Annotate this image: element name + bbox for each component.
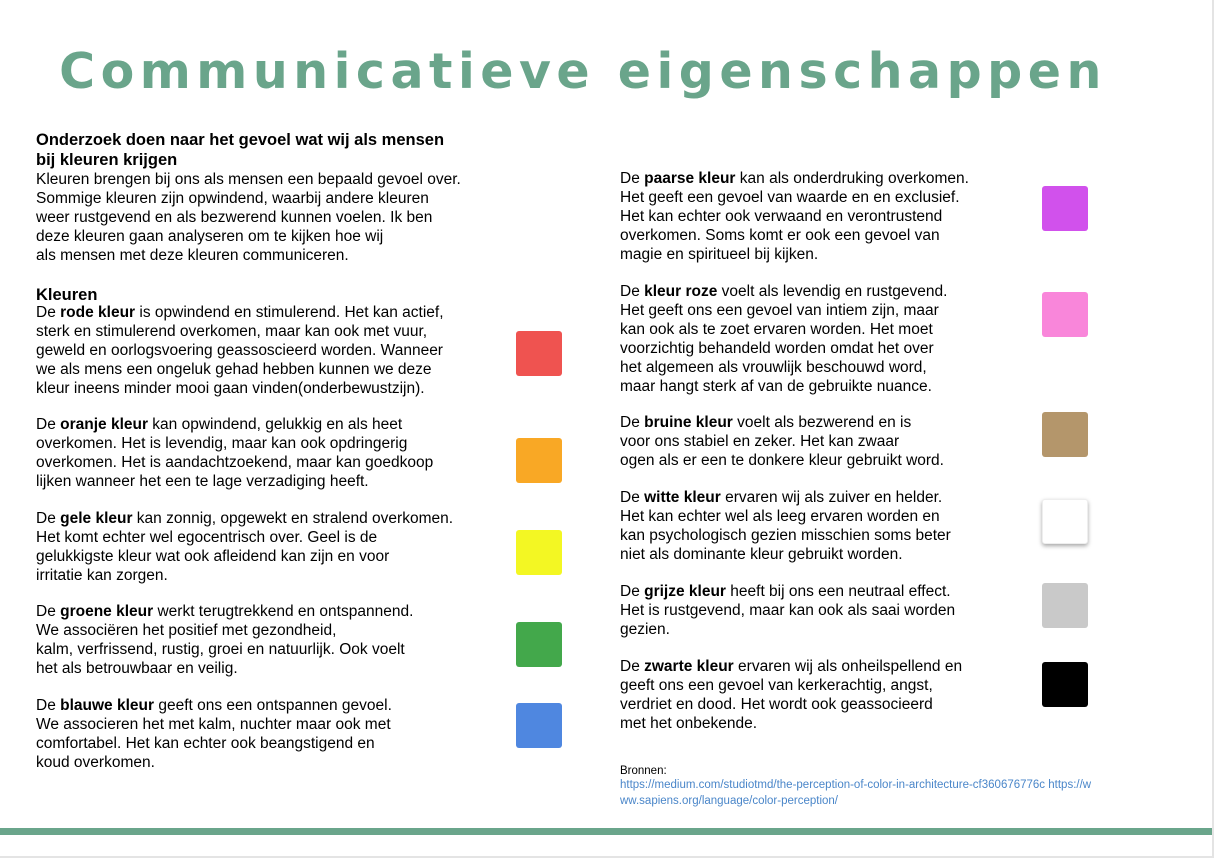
swatch-brown [1042, 412, 1088, 457]
swatch-red [516, 331, 562, 376]
color-desc: kan opwindend, gelukkig en als heet over… [36, 416, 434, 490]
swatch-green [516, 622, 562, 667]
color-text-black: De zwarte kleur ervaren wij als onheilsp… [620, 658, 1030, 734]
intro-text: Kleuren brengen bij ons als mensen een b… [36, 171, 461, 264]
color-pre: De [36, 510, 61, 527]
color-desc: werkt terugtrekkend en ontspannend. We a… [36, 603, 414, 677]
color-desc: heeft bij ons een neutraal effect. Het i… [620, 583, 956, 638]
color-desc: geeft ons een ontspannen gevoel. We asso… [36, 697, 392, 771]
color-name-yellow: gele kleur [60, 510, 133, 527]
color-pre: De [620, 170, 645, 187]
color-desc: kan zonnig, opgewekt en stralend overkom… [36, 510, 454, 584]
color-name-brown: bruine kleur [644, 414, 733, 431]
bottom-accent-bar [0, 828, 1212, 835]
swatch-grey [1042, 583, 1088, 628]
intro-heading: Onderzoek doen naar het gevoel wat wij a… [36, 131, 445, 169]
color-pre: De [620, 414, 645, 431]
color-name-pink: kleur roze [644, 283, 718, 300]
color-pre: De [620, 283, 645, 300]
color-pre: De [620, 583, 645, 600]
color-pre: De [36, 416, 61, 433]
color-text-green: De groene kleur werkt terugtrekkend en o… [36, 603, 506, 679]
color-pre: De [620, 489, 645, 506]
color-name-blue: blauwe kleur [60, 697, 155, 714]
color-text-pink: De kleur roze voelt als levendig en rust… [620, 283, 1030, 396]
color-desc: voelt als levendig en rustgevend. Het ge… [620, 283, 948, 395]
page-title: Communicatieve eigenschappen [59, 43, 1107, 100]
color-pre: De [620, 658, 645, 675]
swatch-pink [1042, 292, 1088, 337]
color-text-red: De rode kleur is opwindend en stimuleren… [36, 304, 506, 399]
color-pre: De [36, 603, 61, 620]
swatch-yellow [516, 530, 562, 575]
color-text-orange: De oranje kleur kan opwindend, gelukkig … [36, 416, 506, 492]
swatch-blue [516, 703, 562, 748]
swatch-orange [516, 438, 562, 483]
color-name-green: groene kleur [60, 603, 154, 620]
color-text-white: De witte kleur ervaren wij als zuiver en… [620, 489, 1030, 565]
color-name-orange: oranje kleur [60, 416, 148, 433]
color-text-grey: De grijze kleur heeft bij ons een neutra… [620, 583, 1030, 640]
color-name-white: witte kleur [644, 489, 721, 506]
color-pre: De [36, 697, 61, 714]
color-desc: is opwindend en stimulerend. Het kan act… [36, 304, 444, 397]
color-text-brown: De bruine kleur voelt als bezwerend en i… [620, 414, 1030, 471]
swatch-purple [1042, 186, 1088, 231]
swatch-black [1042, 662, 1088, 707]
color-desc: voelt als bezwerend en is voor ons stabi… [620, 414, 944, 469]
sources-links[interactable]: https://medium.com/studiotmd/the-percept… [620, 779, 1092, 807]
color-name-grey: grijze kleur [644, 583, 726, 600]
color-desc: ervaren wij als onheilspellend en geeft … [620, 658, 963, 732]
color-name-red: rode kleur [60, 304, 136, 321]
sources-label: Bronnen: [620, 765, 667, 777]
swatch-white [1042, 499, 1088, 544]
color-name-purple: paarse kleur [644, 170, 736, 187]
color-text-purple: De paarse kleur kan als onderdruking ove… [620, 170, 1030, 265]
page-edge-bottom [0, 856, 1214, 858]
section-heading-kleuren: Kleuren [36, 286, 98, 304]
color-desc: kan als onderdruking overkomen. Het geef… [620, 170, 969, 263]
color-name-black: zwarte kleur [644, 658, 734, 675]
color-pre: De [36, 304, 61, 321]
color-text-yellow: De gele kleur kan zonnig, opgewekt en st… [36, 510, 506, 586]
page-edge-right [1212, 0, 1214, 858]
color-desc: ervaren wij als zuiver en helder. Het ka… [620, 489, 951, 563]
color-text-blue: De blauwe kleur geeft ons een ontspannen… [36, 697, 506, 773]
